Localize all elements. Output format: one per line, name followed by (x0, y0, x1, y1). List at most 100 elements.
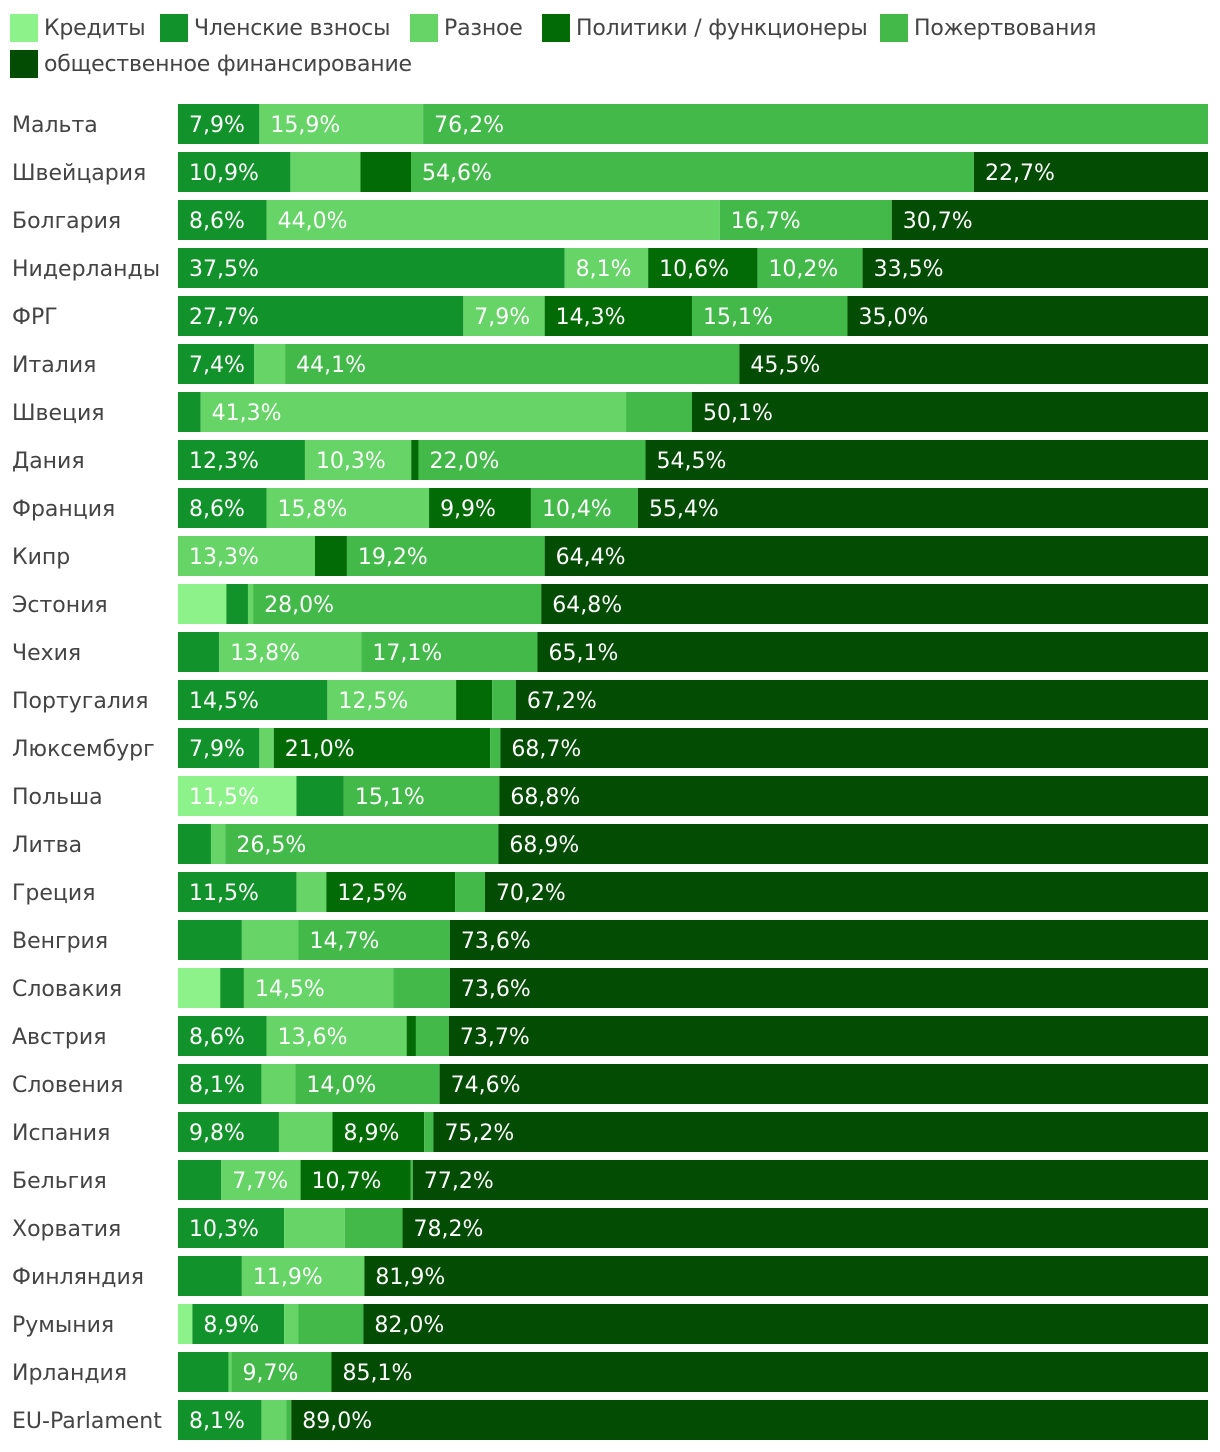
bar-segment (719, 200, 892, 240)
country-label: Испания (12, 1121, 110, 1146)
bar-segment (178, 344, 255, 384)
data-label: 15,9% (270, 113, 340, 138)
bar-segment (314, 536, 347, 576)
bar-segment (847, 296, 1208, 336)
bar-segment (449, 920, 1208, 960)
data-label: 14,0% (306, 1073, 376, 1098)
country-label: Мальта (12, 113, 98, 138)
data-label: 68,8% (510, 785, 580, 810)
bar-segment (178, 584, 227, 624)
bar-segment (178, 680, 328, 720)
bar-segment (284, 1304, 299, 1344)
data-label: 14,7% (310, 929, 380, 954)
bar-segment (456, 680, 493, 720)
data-label: 11,5% (189, 881, 259, 906)
bar-segment (261, 1064, 296, 1104)
data-label: 15,8% (277, 497, 347, 522)
bar-segment (363, 1304, 1208, 1344)
country-label: Кипр (12, 545, 70, 570)
bar-segment (862, 248, 1208, 288)
bar-segment (178, 1304, 193, 1344)
bar-segment (241, 1256, 365, 1296)
legend-swatch (542, 14, 570, 42)
legend-swatch (10, 50, 38, 78)
country-label: ФРГ (12, 305, 58, 330)
legend-item: Пожертвования (880, 10, 1097, 46)
bar-segment (178, 824, 211, 864)
legend-label: Разное (444, 15, 523, 41)
data-label: 45,5% (750, 353, 820, 378)
data-label: 78,2% (414, 1217, 484, 1242)
country-label: Ирландия (12, 1361, 127, 1386)
bar-segment (499, 776, 1208, 816)
bar-segment (500, 728, 1208, 768)
bar-segment (225, 824, 499, 864)
bar-segment (645, 440, 1208, 480)
bar-segment (448, 1016, 1208, 1056)
data-label: 7,9% (189, 113, 245, 138)
bar-segment (278, 1112, 333, 1152)
bar-segment (178, 1016, 267, 1056)
bar-segment (326, 872, 456, 912)
data-label: 77,2% (424, 1169, 494, 1194)
legend-swatch (410, 14, 438, 42)
bar-segment (298, 920, 450, 960)
bar-segment (402, 1208, 1208, 1248)
bar-segment (410, 1160, 413, 1200)
data-label: 22,7% (985, 161, 1055, 186)
bar-segment (515, 680, 1208, 720)
legend-swatch (160, 14, 188, 42)
bar-segment (484, 872, 1208, 912)
country-label: Хорватия (12, 1217, 121, 1242)
data-label: 73,6% (461, 929, 531, 954)
bar-segment (273, 728, 491, 768)
data-label: 50,1% (703, 401, 773, 426)
bar-segment (178, 248, 565, 288)
country-label: Эстония (12, 593, 108, 618)
country-label: Словакия (12, 977, 122, 1002)
bar-segment (286, 1400, 292, 1440)
bar-segment (178, 920, 242, 960)
bar-segment (266, 1016, 407, 1056)
bar-segment (178, 1208, 285, 1248)
data-label: 27,7% (189, 305, 259, 330)
bar-segment (364, 1256, 1208, 1296)
data-label: 17,1% (372, 641, 442, 666)
bar-segment (178, 200, 267, 240)
bar-segment (361, 632, 538, 672)
country-label: Дания (12, 449, 85, 474)
data-label: 65,1% (548, 641, 618, 666)
legend-item: Разное (410, 10, 523, 46)
bar-segment (343, 776, 500, 816)
data-label: 70,2% (496, 881, 566, 906)
bar-segment (541, 584, 1208, 624)
bar-segment (544, 296, 692, 336)
bar-segment (411, 152, 974, 192)
bar-segment (221, 1160, 301, 1200)
bar-segment (331, 1352, 1209, 1392)
data-label: 26,5% (236, 833, 306, 858)
data-label: 14,5% (189, 689, 259, 714)
bar-segment (648, 248, 758, 288)
bar-segment (433, 1112, 1208, 1152)
bar-segment (178, 1112, 279, 1152)
bar-segment (411, 440, 419, 480)
bar-segment (360, 152, 412, 192)
country-label: Чехия (12, 641, 81, 666)
bar-segment (463, 296, 545, 336)
data-label: 81,9% (375, 1265, 445, 1290)
bar-segment (178, 968, 221, 1008)
country-label: Швейцария (12, 161, 146, 186)
legend-label: Кредиты (44, 15, 146, 41)
bar-segment (739, 344, 1208, 384)
data-label: 64,8% (552, 593, 622, 618)
data-label: 8,9% (203, 1313, 259, 1338)
bar-segment (210, 824, 226, 864)
bar-segment (266, 200, 720, 240)
country-label: Франция (12, 497, 115, 522)
bar-segment (178, 392, 201, 432)
legend-swatch (880, 14, 908, 42)
bar-segment (178, 440, 305, 480)
data-label: 12,5% (338, 689, 408, 714)
